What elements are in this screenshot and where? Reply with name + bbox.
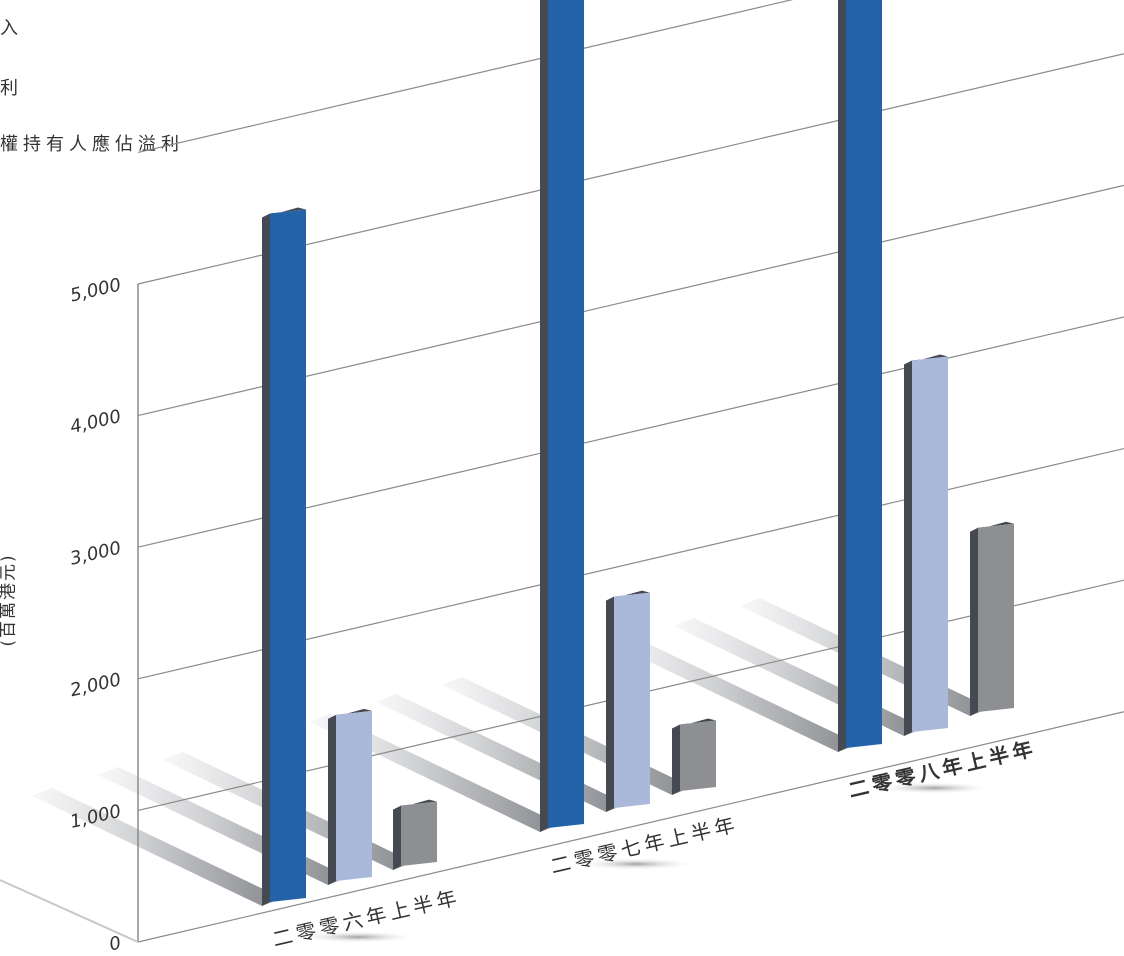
bar <box>680 720 716 791</box>
bar-side <box>838 0 846 752</box>
legend-label-attributable-profit: 權持有人應佔溢利 <box>0 134 184 155</box>
y-tick-label: 0 <box>107 932 123 955</box>
legend-label-revenue: 入 <box>0 18 23 39</box>
bar-floor-shadow <box>32 788 282 906</box>
bar-top <box>328 708 372 719</box>
bar-top <box>970 521 1014 532</box>
bar-side <box>393 805 401 870</box>
bar-floor-shadow <box>310 714 560 832</box>
bar <box>912 356 948 732</box>
bar-side <box>672 724 680 795</box>
bar-side <box>328 714 336 885</box>
bar <box>548 0 584 828</box>
y-tick-label: 2,000 <box>68 669 123 701</box>
bar <box>401 801 437 866</box>
y-tick-label: 4,000 <box>68 406 123 438</box>
bar-top <box>904 354 948 365</box>
bar-side <box>540 0 548 832</box>
category-label-shadow <box>576 858 696 870</box>
legend-label-profit: 利 <box>0 78 23 99</box>
category-label-shadow <box>874 782 994 794</box>
y-tick-label: 5,000 <box>68 274 123 306</box>
bar-side <box>262 213 270 906</box>
bar-top <box>262 207 306 218</box>
category-label-shadow <box>298 931 418 943</box>
gridline <box>137 0 794 153</box>
bar <box>846 0 882 748</box>
bar <box>978 523 1014 712</box>
y-tick-label: 3,000 <box>68 538 123 570</box>
bar-layer <box>262 0 1014 906</box>
bar-side <box>606 596 614 812</box>
bar-top <box>606 590 650 601</box>
bar-side <box>970 527 978 716</box>
gridline <box>137 711 1124 943</box>
bar-top <box>393 799 437 810</box>
bar <box>336 710 372 881</box>
bar <box>270 209 306 902</box>
floor-edge <box>0 879 139 943</box>
bar <box>614 592 650 808</box>
bar-floor-shadow <box>608 634 858 752</box>
bar-side <box>904 360 912 736</box>
bar-top <box>672 718 716 729</box>
